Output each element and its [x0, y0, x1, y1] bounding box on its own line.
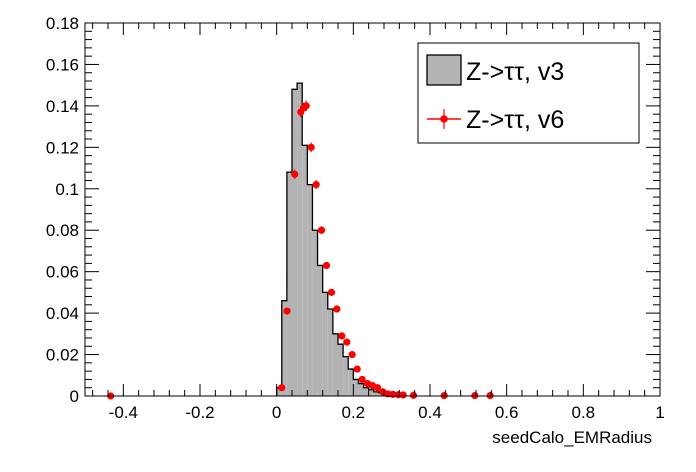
- histogram-bar: [373, 391, 379, 396]
- histogram-bar: [292, 89, 298, 397]
- x-tick-label: 0.4: [418, 403, 442, 422]
- y-tick-label: 0.18: [46, 14, 79, 33]
- data-point: [348, 350, 356, 359]
- data-point: [409, 391, 418, 399]
- legend-label-v6: Z->ττ, v6: [466, 106, 564, 134]
- data-point: [278, 384, 286, 392]
- y-tick-label: 0.06: [46, 263, 79, 282]
- histogram-bar: [281, 300, 287, 396]
- plot-frame: [84, 22, 661, 397]
- y-tick-label: 0: [70, 387, 79, 406]
- legend: Z->ττ, v3 Z->ττ, v6: [417, 42, 640, 144]
- legend-label-v3: Z->ττ, v3: [466, 58, 564, 86]
- data-point: [399, 391, 407, 399]
- data-point: [338, 332, 346, 340]
- data-point: [333, 305, 341, 313]
- x-tick-label: -0.2: [185, 403, 214, 422]
- data-point: [283, 307, 291, 315]
- histogram-bar: [368, 389, 374, 396]
- histogram-bar: [363, 387, 369, 396]
- histogram-bar: [322, 292, 328, 396]
- y-tick-label: 0.1: [55, 180, 79, 199]
- y-tick-label: 0.16: [46, 55, 79, 74]
- histogram-bar: [276, 387, 282, 396]
- histogram-bar: [348, 369, 354, 396]
- histogram-bar: [327, 308, 333, 396]
- data-point: [343, 338, 351, 346]
- data-point: [327, 288, 336, 296]
- x-tick-label: 0.2: [342, 403, 366, 422]
- y-tick-label: 0.04: [46, 304, 79, 323]
- histogram-bar: [317, 265, 323, 396]
- x-tick-label: -0.4: [109, 403, 138, 422]
- axis-ticks: [85, 22, 661, 397]
- y-tick-label: 0.08: [46, 221, 79, 240]
- histogram-outline: [276, 82, 400, 396]
- histogram-series: [276, 82, 400, 397]
- histogram-bar: [353, 379, 359, 396]
- x-tick-label: 0.6: [495, 403, 519, 422]
- histogram-bar: [297, 83, 303, 396]
- x-axis-title: seedCalo_EMRadius: [492, 428, 652, 447]
- histogram-bar: [312, 230, 318, 396]
- data-point: [312, 181, 320, 189]
- data-point: [307, 143, 315, 151]
- data-point: [317, 226, 326, 234]
- histogram-bar: [338, 344, 344, 396]
- x-tick-label: 1: [655, 403, 664, 422]
- data-point: [373, 384, 382, 392]
- legend-swatch-histogram: [426, 54, 462, 86]
- histogram-bar: [358, 383, 364, 396]
- histogram-bar: [307, 184, 313, 396]
- data-point: [291, 170, 299, 178]
- data-point: [322, 261, 331, 270]
- histogram-bar: [302, 145, 308, 396]
- histogram-bar: [332, 333, 338, 396]
- data-point: [353, 365, 361, 373]
- legend-swatch-marker: [440, 115, 448, 123]
- axis-tick-labels: -0.4 -0.2 0 0.2 0.4 0.6 0.8 1 0 0.02 0.04 0.06 0.08 0…: [46, 14, 665, 422]
- data-point: [302, 102, 310, 110]
- histogram-bar: [343, 356, 349, 396]
- data-point: [358, 375, 366, 384]
- histogram-bar: [286, 172, 292, 396]
- x-tick-label: 0.8: [572, 403, 596, 422]
- y-tick-label: 0.12: [46, 138, 79, 157]
- y-tick-label: 0.14: [46, 97, 79, 116]
- y-tick-label: 0.02: [46, 346, 79, 365]
- x-tick-label: 0: [272, 403, 281, 422]
